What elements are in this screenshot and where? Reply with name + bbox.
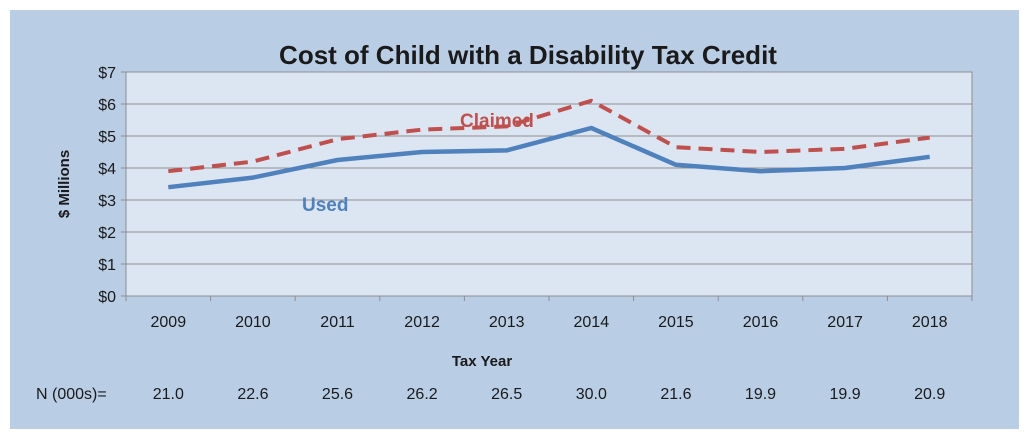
series-label-claimed: Claimed [460,111,534,132]
n-value: 30.0 [576,386,607,403]
y-tick-label: $5 [98,129,116,146]
n-value: 21.0 [153,386,184,403]
n-value: 19.9 [830,386,861,403]
series-line-used [168,125,930,190]
n-value: 26.5 [491,386,522,403]
y-tick-label: $3 [98,193,116,210]
series-label-used: Used [302,195,348,216]
x-tick-label: 2016 [743,314,779,331]
y-tick-label: $0 [98,289,116,306]
chart-panel: Cost of Child with a Disability Tax Cred… [10,10,1019,429]
plot-area [125,71,973,297]
x-tick-label: 2013 [489,314,525,331]
y-tick-label: $6 [98,97,116,114]
x-tick-label: 2011 [320,314,355,331]
y-tick-label: $4 [98,161,116,178]
line-chart: Cost of Child with a Disability Tax Cred… [36,40,973,403]
n-value: 22.6 [237,386,268,403]
y-tick-label: $2 [98,225,116,242]
n-value: 19.9 [745,386,776,403]
y-tick-label: $7 [98,65,116,82]
x-tick-label: 2009 [151,314,187,331]
chart-title: Cost of Child with a Disability Tax Cred… [279,40,777,70]
n-value: 21.6 [660,386,691,403]
x-tick-label: 2017 [827,314,863,331]
n-value: 26.2 [407,386,438,403]
y-axis-title: $ Millions [56,150,73,218]
x-tick-label: 2012 [404,314,440,331]
x-tick-label: 2010 [235,314,271,331]
n-row-label: N (000s)= [36,386,107,403]
x-axis-title: Tax Year [452,353,512,370]
x-tick-label: 2018 [912,314,948,331]
y-tick-label: $1 [98,257,116,274]
n-value: 20.9 [914,386,945,403]
x-tick-label: 2014 [574,314,610,331]
x-tick-label: 2015 [658,314,694,331]
series-line-claimed [168,98,930,174]
n-value: 25.6 [322,386,353,403]
